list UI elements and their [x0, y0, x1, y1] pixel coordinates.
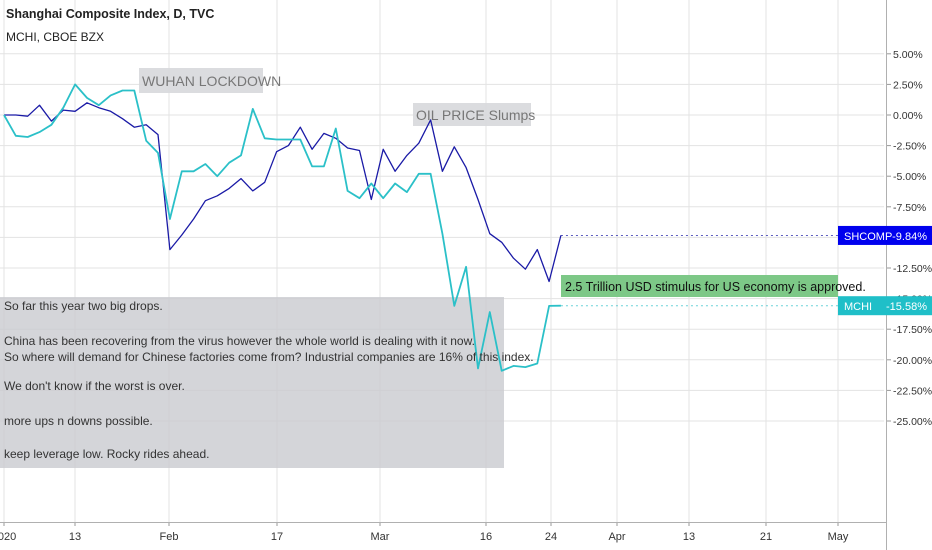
note-line: China has been recovering from the virus… — [4, 334, 475, 348]
x-tick-label: Mar — [371, 531, 390, 543]
note-line: So where will demand for Chinese factori… — [4, 350, 534, 364]
note-line: So far this year two big drops. — [4, 299, 163, 313]
y-tick-label: -7.50% — [893, 202, 926, 214]
y-tick-label: -12.50% — [893, 263, 932, 275]
series-lines — [3, 83, 838, 372]
y-tick-label: -5.00% — [893, 171, 926, 183]
x-tick-label: 21 — [760, 531, 772, 543]
x-tick-label: 24 — [545, 531, 557, 543]
series-line-mchi — [3, 83, 561, 372]
annotation-text: OIL PRICE Slumps — [416, 107, 535, 123]
last-value-label: -15.58% — [886, 301, 927, 313]
annotation-boxes — [0, 68, 838, 468]
notes-box — [0, 297, 504, 468]
y-tick-label: -2.50% — [893, 141, 926, 153]
annotation-text: WUHAN LOCKDOWN — [142, 73, 281, 89]
y-tick-label: -17.50% — [893, 324, 932, 336]
annotation-texts: SHCOMP -9.84% MCHI -15.58% WUHAN LOCKDOWN OIL… — [4, 73, 932, 461]
x-tick-label: May — [828, 531, 849, 543]
x-tick-label: Apr — [608, 531, 625, 543]
chart-title: Shanghai Composite Index, D, TVC — [6, 7, 215, 21]
y-tick-label: -20.00% — [893, 355, 932, 367]
annotation-box — [413, 103, 531, 126]
y-tick-label: 0.00% — [893, 110, 923, 122]
note-line: keep leverage low. Rocky rides ahead. — [4, 447, 209, 461]
last-value-label: -9.84% — [892, 231, 927, 243]
series-name-label: SHCOMP — [844, 231, 892, 243]
x-tick-label: 16 — [480, 531, 492, 543]
y-tick-label: -25.00% — [893, 416, 932, 428]
x-tick-label: 2020 — [0, 531, 16, 543]
note-line: more ups n downs possible. — [4, 414, 153, 428]
x-tick-label: 17 — [271, 531, 283, 543]
y-tick-label: -22.50% — [893, 385, 932, 397]
y-tick-label: 2.50% — [893, 79, 923, 91]
last-value-badge — [838, 225, 932, 245]
x-tick-label: 13 — [683, 531, 695, 543]
series-line-shcomp — [4, 102, 562, 283]
y-tick-label: 5.00% — [893, 49, 923, 61]
note-line: We don't know if the worst is over. — [4, 379, 185, 393]
series-name-label: MCHI — [844, 301, 872, 313]
annotation-box — [139, 68, 263, 93]
x-tick-label: Feb — [160, 531, 179, 543]
x-tick-label: 13 — [69, 531, 81, 543]
annotation-text: 2.5 Trillion USD stimulus for US economy… — [565, 280, 866, 294]
last-value-badge — [838, 296, 932, 316]
annotation-box — [561, 275, 838, 297]
compare-symbol-label: MCHI, CBOE BZX — [6, 30, 105, 44]
